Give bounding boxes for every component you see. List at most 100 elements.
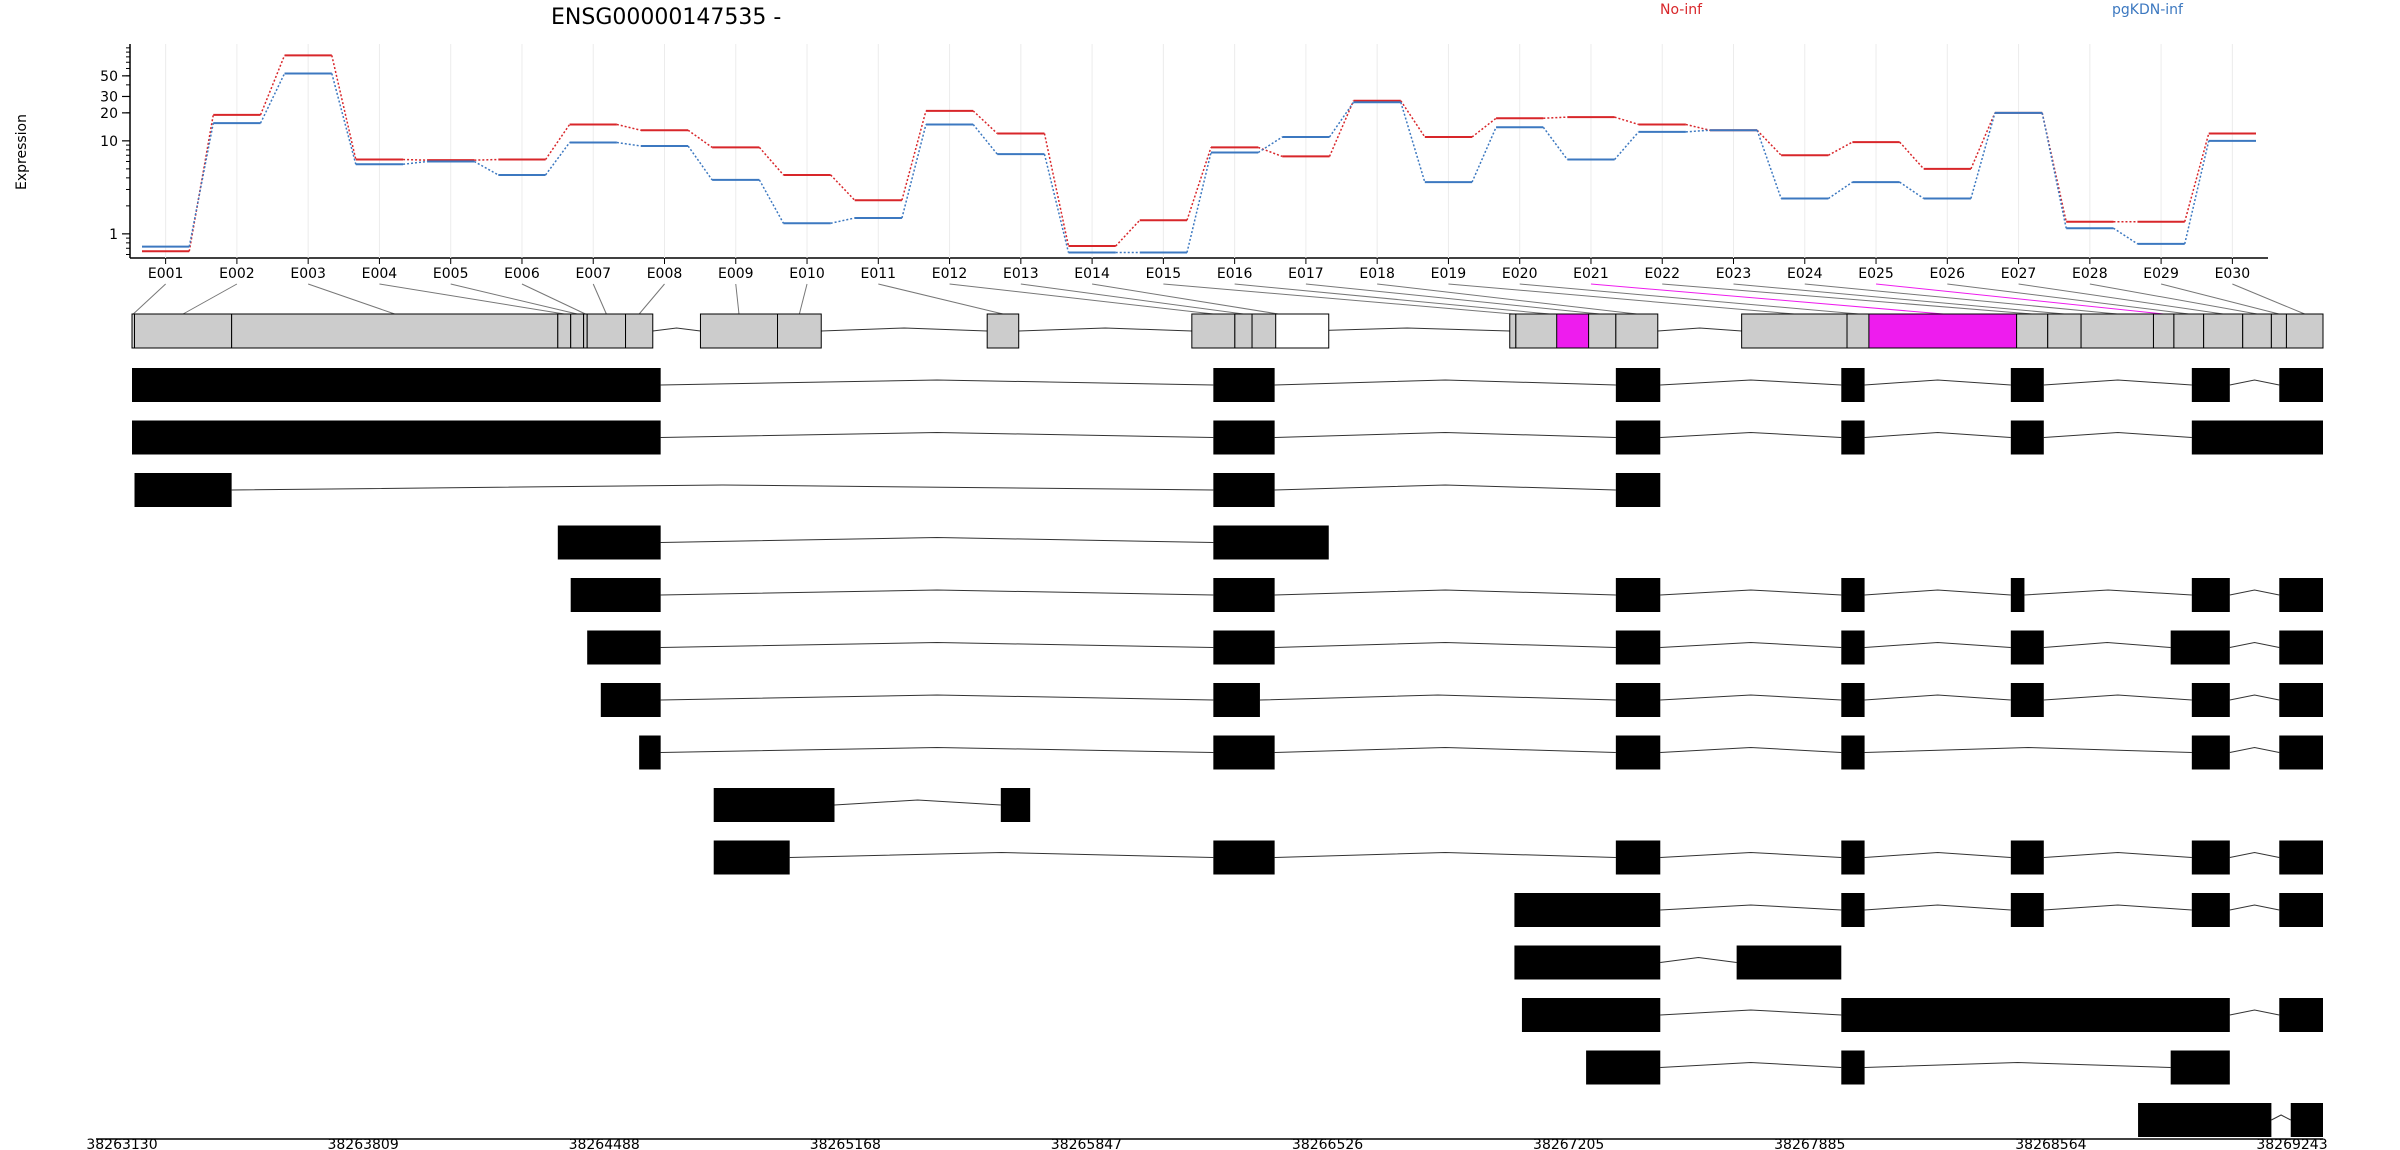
transcript-intron: [1864, 641, 2011, 648]
series-connector: [830, 217, 855, 224]
exon-block: [2152, 313, 2175, 349]
transcript-exon: [132, 420, 661, 455]
transcript-intron: [660, 694, 1214, 701]
transcript-intron: [1660, 589, 1842, 596]
transcript-exon: [2170, 630, 2230, 665]
exon-block: [2242, 313, 2272, 349]
transcript-row: [134, 473, 1661, 507]
transcript-exon: [134, 473, 232, 507]
exon-label: E011: [861, 266, 897, 282]
transcript-row: [1514, 945, 1842, 980]
exon-block: [777, 313, 822, 349]
series-connector: [616, 123, 642, 131]
transcript-intron: [1274, 484, 1616, 491]
transcript-exon: [2191, 735, 2230, 770]
transcript-intron: [1274, 851, 1616, 858]
series-connector: [2184, 133, 2210, 222]
exon-block-highlighted: [1868, 313, 2018, 349]
transcript-exon: [1841, 1050, 1865, 1085]
series-connector: [1899, 181, 1925, 200]
transcript-intron: [1660, 746, 1842, 753]
coordinate-label: 38263130: [86, 1137, 157, 1150]
transcript-exon: [570, 578, 661, 612]
transcript-exon: [1514, 945, 1661, 980]
exon-block: [699, 313, 779, 349]
transcript-exon: [1615, 578, 1661, 612]
transcript-exon: [2010, 893, 2044, 927]
series-connector: [901, 110, 927, 201]
transcript-intron: [1660, 694, 1842, 701]
transcript-exon: [2010, 420, 2044, 455]
transcript-intron: [1274, 589, 1616, 596]
transcript-exon: [713, 788, 835, 822]
exon-label: E004: [362, 266, 398, 282]
series-connector: [1756, 129, 1782, 156]
series-connector: [1970, 112, 1996, 199]
transcript-exon: [2279, 368, 2323, 402]
transcript-exon: [2279, 893, 2323, 927]
transcript-exon: [1586, 1050, 1661, 1085]
exon-link-line: [1875, 283, 2164, 315]
series-connector: [972, 110, 998, 135]
exon-link-line: [2232, 283, 2305, 315]
transcript-intron: [2229, 694, 2280, 701]
exon-link-line: [735, 283, 740, 315]
transcript-exon: [1841, 998, 2230, 1032]
exon-link-line: [1305, 283, 1600, 315]
exon-link-line: [1163, 283, 1513, 315]
exon-label: E003: [290, 266, 326, 282]
exon-link-line: [1662, 283, 2033, 315]
transcript-intron: [1660, 851, 1842, 858]
transcript-intron: [2043, 851, 2192, 858]
exon-label: E012: [932, 266, 968, 282]
transcript-row: [1586, 1050, 2230, 1085]
exon-link-line: [132, 283, 166, 315]
series-connector: [1400, 102, 1426, 183]
transcript-exon: [2191, 578, 2230, 612]
transcript-exon: [1841, 630, 1865, 665]
exon-label: E016: [1217, 266, 1253, 282]
transcript-intron: [1864, 589, 2011, 596]
series-pgkdn-inf: [142, 72, 2256, 254]
exon-label: E008: [647, 266, 683, 282]
series-connector: [1614, 131, 1640, 161]
grid: [165, 44, 2233, 258]
exon-block-unexpressed: [1275, 313, 1330, 349]
exon-block: [1191, 313, 1236, 349]
series-connector: [1471, 126, 1497, 183]
transcript-exon: [1514, 893, 1661, 927]
series-connector: [1257, 136, 1283, 154]
transcript-intron: [1864, 904, 2011, 911]
series-connector: [1258, 146, 1283, 158]
exon-label: E024: [1787, 266, 1823, 282]
transcript-row: [1521, 998, 2323, 1032]
exon-label: E028: [2072, 266, 2108, 282]
transcript-exon: [1615, 735, 1661, 770]
transcript-exon: [2191, 683, 2230, 717]
exon-label: E006: [504, 266, 540, 282]
series-connector: [2041, 112, 2067, 222]
y-tick-label: 30: [100, 89, 118, 105]
coordinate-label: 38267205: [1533, 1137, 1604, 1150]
exon-block: [2270, 313, 2287, 349]
exon-link-line: [1519, 283, 1859, 315]
transcripts: [132, 368, 2323, 1137]
series-connector: [1542, 126, 1568, 160]
exon-link-line: [1234, 283, 1550, 315]
transcript-intron: [1864, 431, 2011, 438]
legend-pgkdn-inf: pgKDN-inf: [2112, 2, 2184, 18]
exon-label: E007: [575, 266, 611, 282]
exon-link-line: [1947, 283, 2189, 315]
transcript-intron: [2043, 904, 2192, 911]
exon-block: [231, 313, 559, 349]
exon-block: [1234, 313, 1253, 349]
transcript-intron: [660, 589, 1214, 596]
series-connector: [188, 123, 215, 247]
exon-block: [2203, 313, 2244, 349]
exon-label: E021: [1573, 266, 1609, 282]
coordinate-label: 38266526: [1292, 1137, 1363, 1150]
transcript-exon: [2191, 893, 2230, 927]
transcript-intron: [2271, 1114, 2291, 1121]
transcript-row: [2138, 1103, 2323, 1137]
